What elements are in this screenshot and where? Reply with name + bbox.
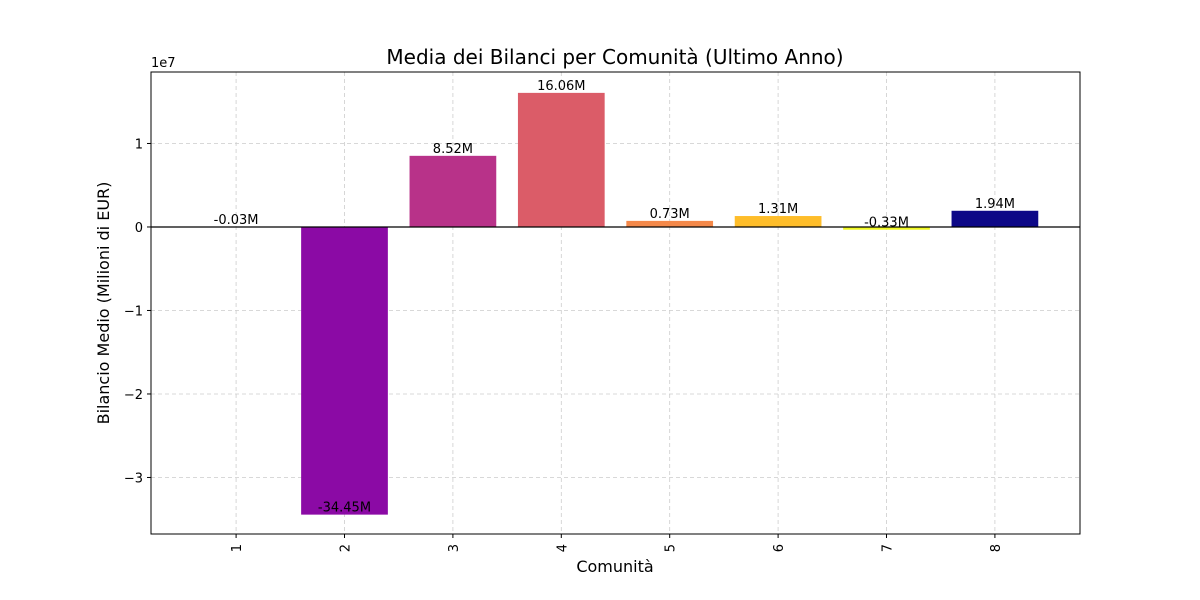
y-tick-label: 1 (135, 137, 143, 152)
x-tick-label: 4 (555, 544, 570, 552)
x-tick-label: 2 (338, 544, 353, 552)
x-axis-label: Comunità (576, 557, 653, 576)
value-label: -0.33M (864, 216, 909, 231)
value-label: 1.94M (975, 197, 1015, 212)
bar (301, 226, 388, 515)
y-tick-label: −2 (124, 388, 143, 403)
bar (951, 210, 1039, 227)
x-tick-label: 8 (989, 544, 1004, 552)
x-tick-label: 1 (230, 544, 245, 552)
bar (409, 155, 497, 227)
bar (843, 226, 930, 230)
bar (517, 92, 605, 227)
x-tick-label: 7 (881, 544, 896, 552)
y-tick-label: −3 (124, 471, 143, 486)
plot-frame (150, 71, 1081, 535)
value-label: 1.31M (758, 202, 798, 217)
value-label: -34.45M (318, 501, 371, 516)
y-offset-label: 1e7 (151, 56, 176, 71)
x-tick-label: 6 (772, 544, 787, 552)
y-axis-label: Bilancio Medio (Milioni di EUR) (94, 182, 113, 425)
y-tick-label: 0 (135, 221, 143, 236)
bar (626, 220, 714, 227)
bar (734, 216, 822, 227)
value-label: 0.73M (650, 207, 690, 222)
x-tick-label: 5 (664, 544, 679, 552)
x-tick-label: 3 (447, 544, 462, 552)
value-label: 16.06M (537, 79, 585, 94)
value-label: 8.52M (433, 142, 473, 157)
y-tick-label: −1 (124, 304, 143, 319)
value-label: -0.03M (214, 213, 259, 228)
chart-title: Media dei Bilanci per Comunità (Ultimo A… (386, 45, 843, 69)
